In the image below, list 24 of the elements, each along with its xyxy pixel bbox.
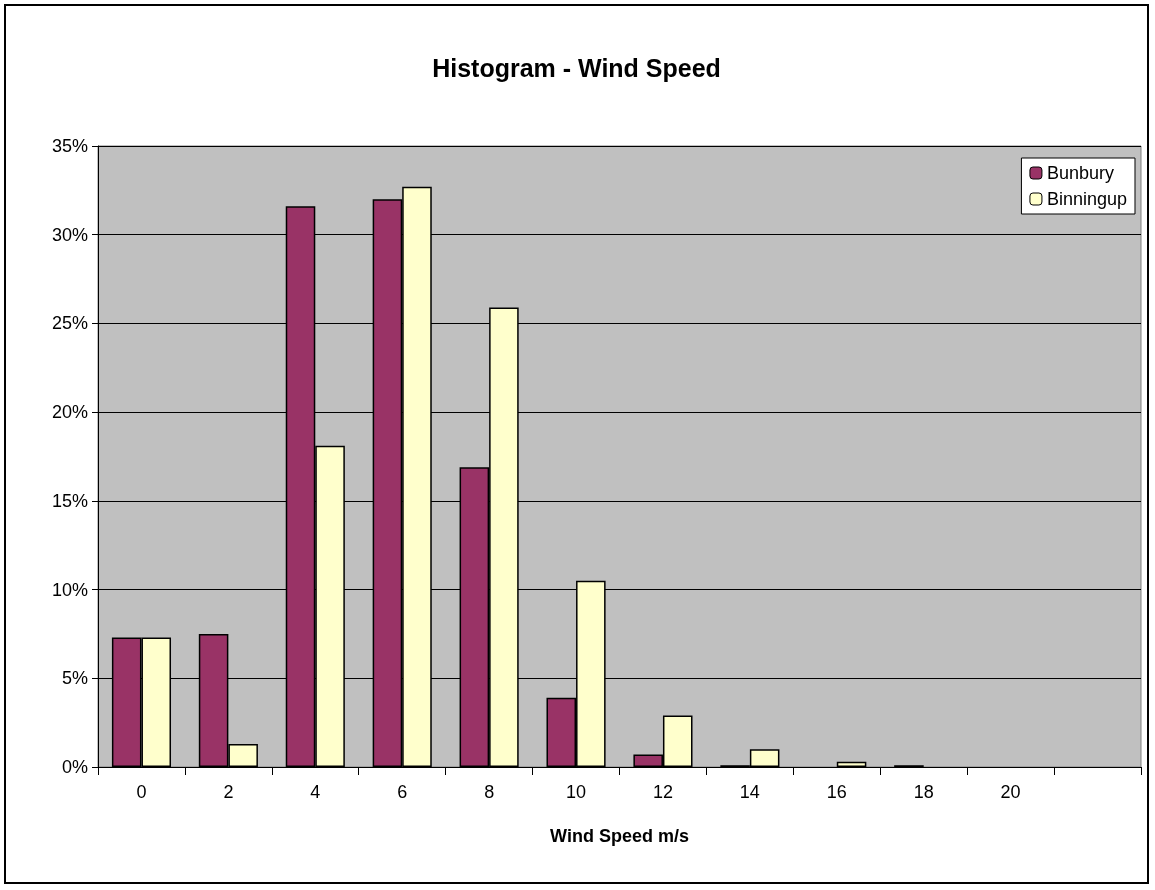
x-tick-label: 16: [826, 782, 847, 802]
y-tick-label: 5%: [61, 668, 88, 689]
y-tick-label: 30%: [51, 224, 88, 245]
x-tick-label: 2: [223, 782, 234, 802]
x-tick-label: 14: [739, 782, 760, 802]
legend-label: Binningup: [1046, 189, 1128, 209]
y-tick-label: 15%: [51, 490, 88, 511]
x-tick-label: 10: [566, 782, 587, 802]
y-tick-label: 20%: [51, 402, 88, 423]
x-tick-label: 12: [652, 782, 673, 802]
x-tick-label: 18: [913, 782, 934, 802]
x-tick-label: 6: [397, 782, 408, 802]
bar: [836, 761, 867, 767]
y-tick-label: 25%: [51, 313, 88, 334]
y-tick-label: 35%: [51, 136, 88, 156]
y-tick-label: 0%: [61, 757, 88, 777]
x-tick-label: 4: [310, 782, 321, 802]
x-axis-title: Wind Speed m/s: [550, 826, 689, 846]
x-tick-label: 8: [484, 782, 495, 802]
y-tick-label: 10%: [51, 579, 88, 600]
chart-title: Histogram - Wind Speed: [432, 53, 721, 82]
x-tick-label: 20: [1000, 782, 1021, 802]
x-tick-label: 0: [136, 782, 147, 802]
legend-label: Bunbury: [1046, 163, 1114, 183]
